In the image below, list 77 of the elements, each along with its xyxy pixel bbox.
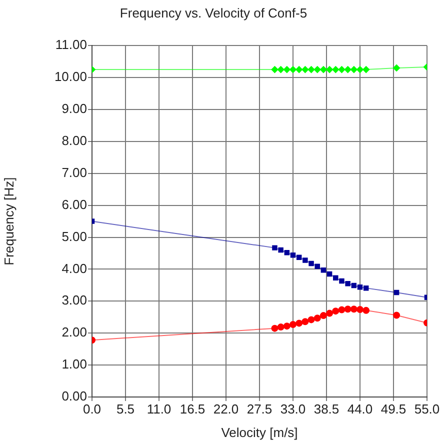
point [290,320,296,328]
point [278,247,284,253]
point [350,306,358,313]
point [320,312,327,320]
y-tick-label: 9.00 [62,101,87,116]
point [277,66,284,74]
point [339,278,344,284]
point [320,268,326,273]
y-tick-label: 8.00 [62,133,87,148]
y-tick-label: 11.00 [55,37,87,52]
point [351,282,357,288]
x-tick-label: 38.5 [314,401,340,416]
point [296,254,302,260]
point [326,310,334,317]
point [363,285,369,291]
y-tick-label: 10.00 [54,69,87,84]
point [283,66,290,74]
point [362,306,370,314]
point [302,258,308,263]
y-tick-label: 4.00 [62,260,87,276]
point [393,312,400,319]
y-axis-title: Frequency [Hz] [1,177,16,266]
x-tick-label: 0.0 [82,401,102,416]
x-tick-label: 44.0 [347,401,373,416]
x-tick-label: 55.0 [414,401,440,416]
point [338,306,346,314]
x-tick-label: 11.0 [146,401,172,416]
point [350,66,358,74]
point [302,318,309,326]
point [296,320,303,327]
point [314,264,320,269]
point [326,271,332,277]
point [314,314,321,322]
point [362,66,370,74]
point [283,322,290,330]
x-tick-label: 49.5 [380,401,406,416]
point [284,250,290,256]
point [314,66,321,74]
y-tick-label: 3.00 [62,292,87,308]
point [345,280,350,286]
point [333,275,338,280]
point [296,66,303,74]
point [393,64,400,72]
point [271,66,278,74]
x-tick-label: 16.5 [180,401,206,416]
point [290,66,296,74]
x-tick-label: 22.0 [213,401,239,416]
point [308,316,315,324]
y-tick-label: 0.00 [62,388,87,404]
point [320,66,327,74]
point [271,324,278,332]
point [394,290,400,296]
point [326,66,334,74]
point [357,284,363,290]
point [277,324,284,331]
y-tick-label: 2.00 [62,324,87,340]
y-tick-label: 5.00 [62,228,87,244]
point [332,308,340,315]
point [290,252,296,258]
chart-title: Frequency vs. Velocity of Conf-5 [120,5,308,20]
point [308,66,315,74]
point [344,66,352,74]
x-tick-label: 5.5 [116,401,135,416]
x-tick-label: 27.5 [246,401,272,416]
point [272,245,278,250]
x-tick-label: 33.0 [280,401,306,416]
y-tick-label: 7.00 [62,164,87,180]
point [356,306,364,313]
y-tick-label: 1.00 [62,356,87,372]
point [302,66,309,74]
point [344,306,352,313]
point [332,66,340,74]
x-axis-title: Velocity [m/s] [221,424,298,440]
point [356,66,364,74]
y-tick-label: 6.00 [62,196,87,212]
point [308,260,314,266]
point [338,66,346,74]
